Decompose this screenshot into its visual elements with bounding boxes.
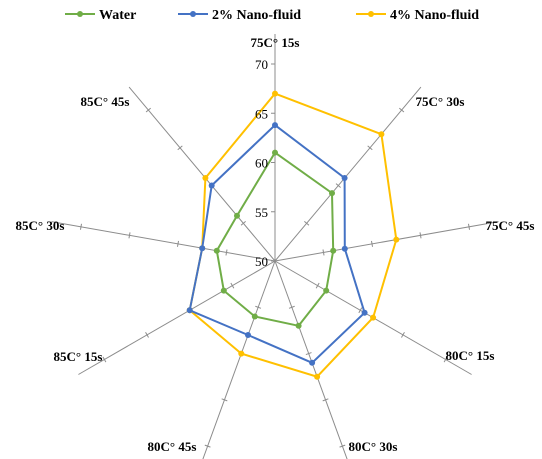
series-point bbox=[272, 149, 278, 156]
spoke-tick bbox=[419, 232, 422, 239]
series-point bbox=[378, 131, 385, 138]
spoke-tick bbox=[176, 240, 180, 247]
legend-swatch-marker bbox=[77, 11, 83, 17]
legend-item-1: 2% Nano-fluid bbox=[178, 8, 301, 23]
spoke-tick bbox=[322, 398, 329, 402]
spoke-tick bbox=[221, 398, 228, 402]
spoke-tick bbox=[467, 223, 471, 230]
category-label: 75C° 30s bbox=[416, 94, 465, 109]
spoke-5 bbox=[202, 260, 276, 459]
series-point bbox=[393, 236, 400, 243]
series-line bbox=[188, 123, 366, 364]
spoke-8 bbox=[128, 86, 276, 262]
category-labels: 75C° 15s 75C° 30s 75C° 45s 80C° 15s 80C° 30s… bbox=[16, 35, 535, 454]
spoke-tick bbox=[305, 352, 312, 356]
category-label: 85C° 30s bbox=[16, 218, 65, 233]
spoke-tick bbox=[79, 223, 83, 230]
series-line bbox=[215, 151, 335, 327]
radar-spokes bbox=[51, 34, 499, 459]
series-point bbox=[295, 322, 302, 329]
spoke-tick bbox=[443, 356, 448, 363]
spoke-6 bbox=[78, 260, 276, 375]
series-point bbox=[314, 373, 321, 380]
category-label: 75C° 45s bbox=[486, 218, 535, 233]
series-1 bbox=[186, 122, 368, 366]
spoke-tick bbox=[240, 220, 246, 226]
legend-item-0: Water bbox=[65, 8, 136, 23]
legend-label: 2% Nano-fluid bbox=[212, 8, 301, 23]
series-point bbox=[330, 247, 337, 254]
series-point bbox=[238, 350, 245, 357]
legend: Water 2% Nano-fluid 4% Nano-fluid bbox=[65, 8, 479, 23]
legend-label: 4% Nano-fluid bbox=[390, 8, 479, 23]
spoke-tick bbox=[177, 145, 183, 151]
category-label: 80C° 15s bbox=[446, 348, 495, 363]
series-point bbox=[208, 182, 215, 189]
radial-ticks: 50 55 60 65 70 bbox=[255, 57, 275, 269]
category-label: 85C° 15s bbox=[54, 349, 103, 364]
series-point bbox=[213, 247, 220, 254]
legend-swatch-marker bbox=[190, 11, 196, 17]
series-point bbox=[220, 287, 227, 294]
series-point bbox=[186, 307, 193, 314]
spoke-tick bbox=[145, 107, 151, 113]
category-label: 80C° 30s bbox=[349, 439, 398, 454]
spoke-tick bbox=[145, 332, 149, 338]
spoke-tick bbox=[304, 220, 310, 226]
series-point bbox=[323, 287, 330, 294]
series-point bbox=[341, 245, 348, 252]
spoke-7 bbox=[51, 221, 276, 262]
spoke-tick bbox=[367, 145, 373, 151]
tick-label: 55 bbox=[255, 205, 268, 220]
category-label: 85C° 45s bbox=[81, 94, 130, 109]
spoke-tick bbox=[230, 282, 235, 289]
tick-label: 50 bbox=[255, 254, 268, 269]
spoke-tick bbox=[401, 332, 405, 338]
series-point bbox=[234, 212, 240, 219]
series-point bbox=[202, 175, 209, 181]
series-point bbox=[251, 313, 258, 320]
spoke-tick bbox=[339, 444, 346, 448]
series-point bbox=[199, 245, 206, 252]
series-point bbox=[272, 90, 278, 97]
spoke-tick bbox=[370, 240, 374, 247]
spoke-tick bbox=[225, 249, 228, 256]
tick-label: 60 bbox=[255, 156, 268, 171]
spoke-2 bbox=[274, 221, 499, 262]
spoke-tick bbox=[358, 307, 363, 314]
spoke-tick bbox=[128, 232, 131, 239]
category-label: 80C° 45s bbox=[148, 439, 197, 454]
legend-swatch-marker bbox=[368, 11, 374, 17]
spoke-tick bbox=[335, 183, 341, 188]
series-point bbox=[329, 190, 335, 197]
series-point bbox=[245, 332, 251, 338]
series-2 bbox=[186, 90, 400, 380]
spoke-4 bbox=[274, 260, 348, 459]
tick-label: 70 bbox=[255, 57, 268, 72]
series-line bbox=[188, 92, 398, 378]
series-0 bbox=[213, 149, 337, 329]
series-point bbox=[361, 309, 368, 316]
spoke-1 bbox=[274, 86, 422, 262]
spoke-tick bbox=[204, 444, 211, 448]
legend-label: Water bbox=[99, 8, 136, 23]
spoke-tick bbox=[315, 282, 320, 289]
spoke-tick bbox=[399, 107, 405, 113]
series-point bbox=[341, 175, 348, 181]
series-point bbox=[272, 122, 278, 129]
series-point bbox=[370, 314, 377, 321]
spoke-tick bbox=[288, 305, 295, 309]
legend-item-2: 4% Nano-fluid bbox=[356, 8, 479, 23]
series-point bbox=[309, 359, 316, 366]
series-layer bbox=[186, 90, 400, 380]
spoke-tick bbox=[255, 305, 262, 309]
spoke-tick bbox=[102, 356, 107, 363]
spoke-tick bbox=[322, 249, 325, 256]
tick-label: 65 bbox=[255, 106, 268, 121]
category-label: 75C° 15s bbox=[251, 35, 300, 50]
